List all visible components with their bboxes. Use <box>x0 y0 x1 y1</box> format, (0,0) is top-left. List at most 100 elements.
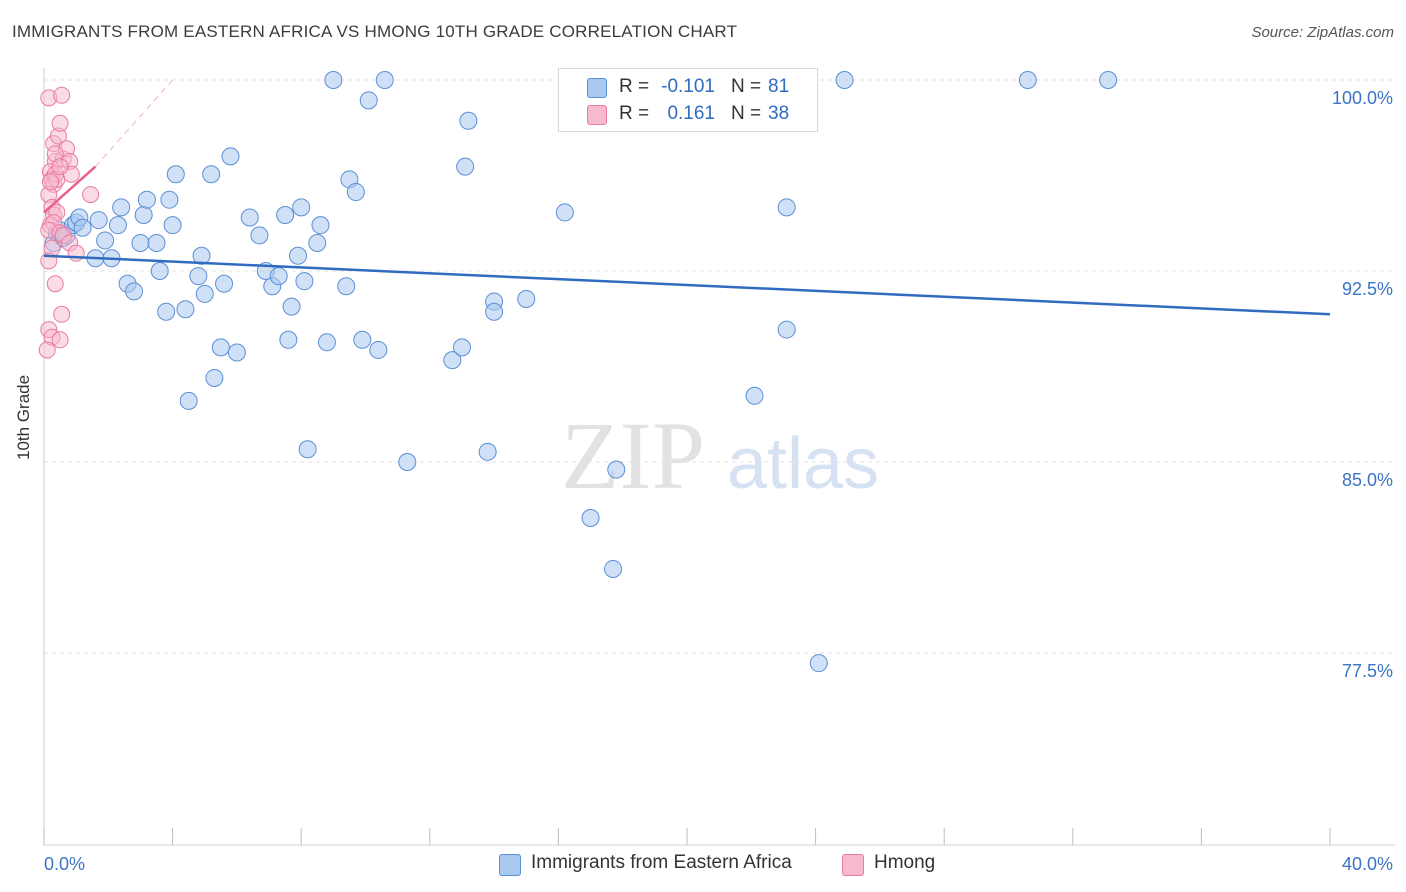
data-point-eastern-africa <box>555 203 574 222</box>
data-point-eastern-africa <box>166 165 185 184</box>
data-point-eastern-africa <box>195 284 214 303</box>
data-point-eastern-africa <box>292 198 311 217</box>
data-point-eastern-africa <box>1018 71 1037 89</box>
data-point-hmong <box>53 305 71 323</box>
data-point-eastern-africa <box>131 233 150 252</box>
data-point-eastern-africa <box>147 233 166 252</box>
data-point-eastern-africa <box>607 460 626 479</box>
data-point-eastern-africa <box>777 320 796 339</box>
r-value: -0.101 <box>661 76 715 97</box>
data-point-eastern-africa <box>485 302 504 321</box>
trend-line-eastern-africa <box>43 254 1331 316</box>
y-tick-label: 77.5% <box>1342 661 1393 681</box>
x-tick-label: 40.0% <box>1342 854 1393 874</box>
data-point-eastern-africa <box>777 198 796 217</box>
data-point-eastern-africa <box>443 351 462 370</box>
data-point-eastern-africa <box>125 282 144 301</box>
data-point-eastern-africa <box>221 147 240 166</box>
n-label: N = <box>731 76 762 97</box>
data-point-eastern-africa <box>456 157 475 176</box>
data-point-eastern-africa <box>311 216 330 235</box>
data-point-hmong <box>51 331 69 349</box>
y-tick-label: 92.5% <box>1342 279 1393 299</box>
data-point-eastern-africa <box>211 338 230 357</box>
data-point-eastern-africa <box>160 190 179 209</box>
data-point-eastern-africa <box>346 183 365 202</box>
data-point-eastern-africa <box>745 386 764 405</box>
correlation-legend: R = -0.101 N = 81 R = 0.161 N = 38 <box>558 68 818 132</box>
trend-line-hmong <box>43 165 97 214</box>
data-point-hmong <box>53 86 71 104</box>
data-point-hmong <box>67 244 85 262</box>
legend-row-blue: R = -0.101 N = 81 <box>559 73 817 101</box>
data-point-hmong <box>51 114 69 132</box>
chart-title: IMMIGRANTS FROM EASTERN AFRICA VS HMONG … <box>12 22 738 41</box>
trend-lines <box>43 79 1331 316</box>
n-value: 38 <box>768 103 790 124</box>
data-point-eastern-africa <box>835 71 854 89</box>
pink-square-icon <box>842 854 864 876</box>
data-point-eastern-africa <box>353 330 372 349</box>
legend-label: Immigrants from Eastern Africa <box>531 852 792 873</box>
data-point-eastern-africa <box>375 71 394 89</box>
data-point-eastern-africa <box>298 440 317 459</box>
data-point-eastern-africa <box>215 274 234 293</box>
data-point-eastern-africa <box>89 211 108 230</box>
data-point-eastern-africa <box>179 391 198 410</box>
data-point-hmong <box>51 158 69 176</box>
source-label: Source: ZipAtlas.com <box>1251 24 1394 41</box>
data-point-eastern-africa <box>337 277 356 296</box>
data-point-eastern-africa <box>581 509 600 528</box>
pink-square-icon <box>587 105 607 125</box>
data-point-eastern-africa <box>398 453 417 471</box>
axes <box>43 68 1395 846</box>
legend-label: Hmong <box>874 852 936 873</box>
data-point-eastern-africa <box>282 297 301 316</box>
n-value: 81 <box>768 76 790 97</box>
x-tick-label: 0.0% <box>44 854 85 874</box>
data-point-eastern-africa <box>324 71 343 89</box>
data-point-eastern-africa <box>359 91 378 110</box>
data-point-eastern-africa <box>176 300 195 319</box>
legend-row-pink: R = 0.161 N = 38 <box>559 100 817 128</box>
data-point-eastern-africa <box>288 246 307 265</box>
data-point-hmong <box>41 173 59 191</box>
data-point-eastern-africa <box>517 290 536 309</box>
data-point-eastern-africa <box>604 559 623 578</box>
data-point-eastern-africa <box>269 267 288 286</box>
data-point-hmong <box>82 186 100 204</box>
data-point-eastern-africa <box>73 218 92 237</box>
blue-square-icon <box>499 854 521 876</box>
data-point-eastern-africa <box>96 231 115 250</box>
data-point-eastern-africa <box>308 233 327 252</box>
r-label: R = <box>619 76 650 97</box>
data-point-eastern-africa <box>202 165 221 184</box>
data-point-hmong <box>38 341 56 359</box>
data-point-eastern-africa <box>112 198 131 217</box>
grid-lines <box>44 79 1395 654</box>
data-point-eastern-africa <box>240 208 259 227</box>
data-point-eastern-africa <box>478 442 497 461</box>
data-point-eastern-africa <box>1099 71 1118 89</box>
data-point-eastern-africa <box>276 205 295 224</box>
data-point-eastern-africa <box>452 338 471 357</box>
data-point-eastern-africa <box>192 246 211 265</box>
data-point-eastern-africa <box>163 216 182 235</box>
data-point-eastern-africa <box>134 205 153 224</box>
data-point-eastern-africa <box>279 330 298 349</box>
watermark-atlas: atlas <box>727 424 879 504</box>
data-point-eastern-africa <box>317 333 336 352</box>
y-tick-label: 85.0% <box>1342 470 1393 490</box>
trend-extension-hmong <box>95 79 173 167</box>
data-point-eastern-africa <box>189 267 208 286</box>
watermark: ZIP atlas <box>561 402 879 509</box>
data-point-eastern-africa <box>108 216 127 235</box>
data-point-eastern-africa <box>295 272 314 291</box>
data-point-eastern-africa <box>809 654 828 673</box>
tick-labels: 77.5% 85.0% 92.5% 100.0% 0.0% 40.0% <box>44 88 1393 874</box>
watermark-zip: ZIP <box>561 402 705 509</box>
data-point-eastern-africa <box>205 368 224 387</box>
data-point-eastern-africa <box>137 190 156 209</box>
blue-square-icon <box>587 78 607 98</box>
